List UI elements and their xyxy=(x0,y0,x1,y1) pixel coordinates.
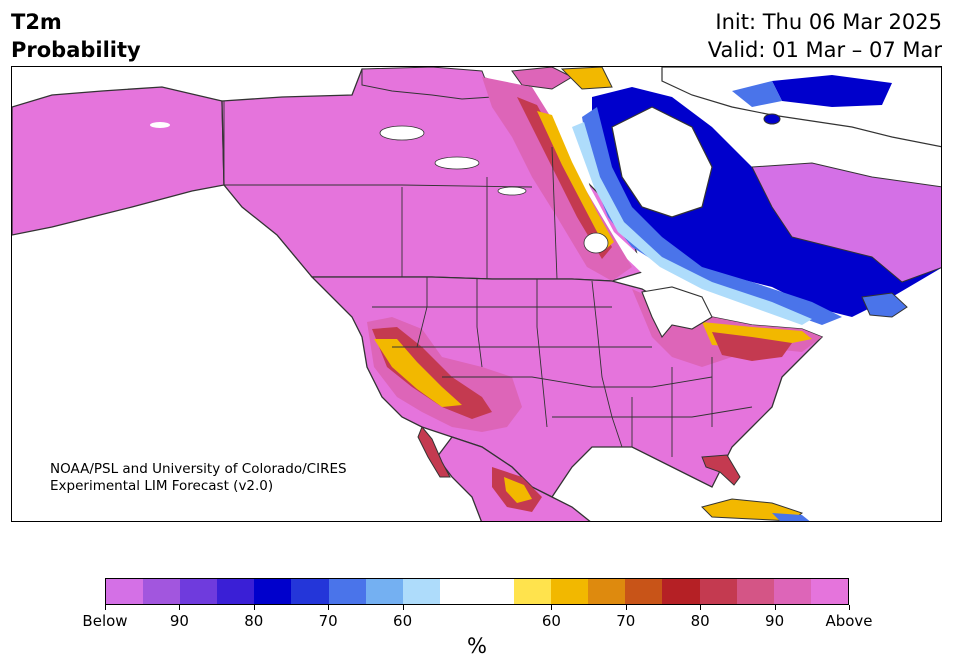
arctic-islands xyxy=(361,67,493,100)
florida xyxy=(701,454,741,486)
colorbar-segment xyxy=(328,579,366,604)
colorbar-tick-label: 80 xyxy=(690,612,710,630)
colorbar-segment xyxy=(625,579,663,604)
colorbar-tick-label: 60 xyxy=(393,612,413,630)
colorbar-segment xyxy=(402,579,440,604)
colorbar-segment xyxy=(551,579,589,604)
map-title: T2m Probability xyxy=(11,8,141,64)
colorbar-tick-mark xyxy=(328,605,330,610)
colorbar-segment xyxy=(291,579,329,604)
colorbar-unit: % xyxy=(467,634,487,658)
credit-text: NOAA/PSL and University of Colorado/CIRE… xyxy=(50,461,347,495)
colorbar-segment xyxy=(476,579,515,604)
title-line-2: Probability xyxy=(11,38,141,62)
valid-range: Valid: 01 Mar – 07 Mar xyxy=(707,38,942,62)
hudson-bay xyxy=(611,106,713,218)
colorbar-segment xyxy=(514,579,552,604)
probability-map: NOAA/PSL and University of Colorado/CIRE… xyxy=(11,66,942,522)
colorbar-tick-mark xyxy=(402,605,404,610)
colorbar-tick-mark xyxy=(179,605,181,610)
credit-line-1: NOAA/PSL and University of Colorado/CIRE… xyxy=(50,461,347,477)
colorbar-segment xyxy=(810,579,848,604)
colorbar-segment xyxy=(106,579,144,604)
colorbar-tick-label: Below xyxy=(82,612,128,630)
colorbar-segment xyxy=(736,579,774,604)
colorbar-segment xyxy=(588,579,626,604)
great-lakes xyxy=(641,286,713,338)
colorbar-segment xyxy=(217,579,255,604)
credit-line-2: Experimental LIM Forecast (v2.0) xyxy=(50,478,274,494)
title-line-1: T2m xyxy=(11,10,62,34)
colorbar-segment xyxy=(143,579,181,604)
colorbar-segment xyxy=(254,579,292,604)
colorbar xyxy=(105,578,849,605)
colorbar-segment xyxy=(773,579,811,604)
colorbar-segment xyxy=(365,579,403,604)
colorbar-tick-label: 70 xyxy=(318,612,338,630)
colorbar-tick-mark xyxy=(551,605,553,610)
colorbar-tick-mark xyxy=(625,605,627,610)
colorbar-tick-label: 80 xyxy=(244,612,264,630)
colorbar-tick-label: Above xyxy=(825,612,873,630)
forecast-dates: Init: Thu 06 Mar 2025 Valid: 01 Mar – 07… xyxy=(708,8,942,64)
colorbar-tick-mark xyxy=(105,605,106,610)
colorbar-tick-mark xyxy=(849,605,850,610)
colorbar-segment xyxy=(699,579,737,604)
alaska-region xyxy=(12,86,225,236)
colorbar-tick-label: 90 xyxy=(169,612,189,630)
colorbar-tick-mark xyxy=(700,605,702,610)
colorbar-segment xyxy=(180,579,218,604)
colorbar-tick-label: 70 xyxy=(616,612,636,630)
init-date: Init: Thu 06 Mar 2025 xyxy=(715,10,942,34)
colorbar-segment xyxy=(439,579,477,604)
colorbar-tick-mark xyxy=(774,605,776,610)
colorbar-tick-label: 90 xyxy=(765,612,785,630)
colorbar-tick-mark xyxy=(253,605,255,610)
colorbar-ticks: Below 90 80 70 60 60 70 80 90 Above xyxy=(0,612,954,632)
colorbar-segment xyxy=(662,579,700,604)
colorbar-tick-label: 60 xyxy=(541,612,561,630)
